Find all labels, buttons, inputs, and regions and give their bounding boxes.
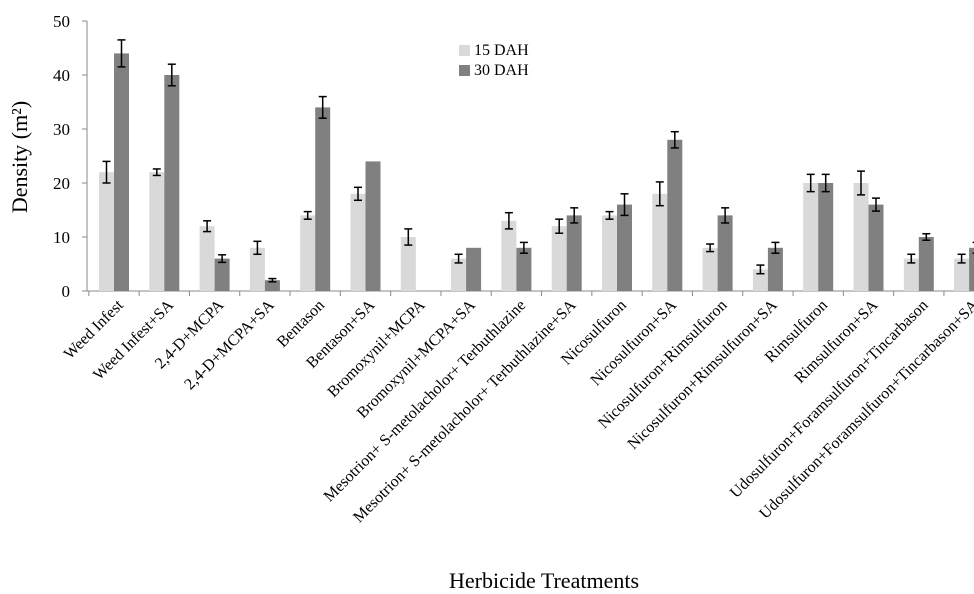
bar-30dah bbox=[365, 161, 381, 291]
bar-30dah bbox=[617, 204, 632, 291]
bar-30dah bbox=[969, 247, 974, 291]
y-axis-title: Density (m²) bbox=[7, 101, 32, 213]
y-tick-label: 20 bbox=[53, 174, 70, 193]
bar-15dah bbox=[451, 258, 467, 291]
x-category-label: 2,4-D+MCPA+SA bbox=[181, 296, 278, 393]
bar-15dah bbox=[501, 220, 517, 291]
legend-label: 30 DAH bbox=[474, 62, 529, 79]
bar-30dah bbox=[918, 237, 934, 291]
bar-30dah bbox=[667, 139, 683, 291]
x-category-label: Nicosulfuron+SA bbox=[588, 296, 681, 389]
bar-15dah bbox=[400, 237, 416, 291]
bar-15dah bbox=[99, 172, 114, 291]
bar-15dah bbox=[551, 226, 567, 291]
bar-15dah bbox=[954, 258, 970, 291]
bar-15dah bbox=[652, 193, 668, 291]
x-category-label: Bromoxynil+MCPA bbox=[325, 296, 429, 400]
error-bars bbox=[102, 39, 974, 283]
bar-15dah bbox=[903, 258, 919, 291]
bar-15dah bbox=[350, 193, 366, 291]
bar-15dah bbox=[752, 269, 768, 291]
bar-15dah bbox=[149, 172, 165, 291]
bar-30dah bbox=[566, 215, 582, 291]
bar-30dah bbox=[767, 247, 783, 291]
legend-label: 15 DAH bbox=[474, 42, 529, 59]
bar-15dah bbox=[702, 247, 718, 291]
bar-15dah bbox=[803, 183, 819, 291]
bar-15dah bbox=[300, 215, 316, 291]
legend: 15 DAH 30 DAH bbox=[459, 42, 529, 79]
y-tick-labels: 0 10 20 30 40 50 bbox=[53, 12, 70, 301]
bar-30dah bbox=[717, 215, 733, 291]
chart-bars bbox=[99, 53, 974, 292]
bar-15dah bbox=[249, 247, 265, 291]
bar-30dah bbox=[264, 280, 280, 291]
bar-15dah bbox=[853, 183, 869, 291]
bar-30dah bbox=[868, 204, 884, 291]
x-axis-title: Herbicide Treatments bbox=[449, 568, 639, 593]
bar-30dah bbox=[315, 107, 331, 292]
bar-30dah bbox=[114, 53, 129, 292]
legend-swatch bbox=[459, 65, 470, 76]
bar-30dah bbox=[164, 75, 180, 291]
legend-swatch bbox=[459, 45, 470, 56]
y-tick-label: 30 bbox=[53, 120, 70, 139]
bar-15dah bbox=[602, 215, 617, 291]
bar-30dah bbox=[516, 247, 532, 291]
y-tick-label: 10 bbox=[53, 228, 70, 247]
bar-30dah bbox=[818, 183, 834, 291]
y-tick-label: 40 bbox=[53, 66, 70, 85]
bar-30dah bbox=[466, 247, 482, 291]
bar-30dah bbox=[214, 258, 230, 291]
bar-15dah bbox=[199, 226, 215, 291]
y-tick-label: 0 bbox=[62, 282, 71, 301]
y-tick-label: 50 bbox=[53, 12, 70, 31]
